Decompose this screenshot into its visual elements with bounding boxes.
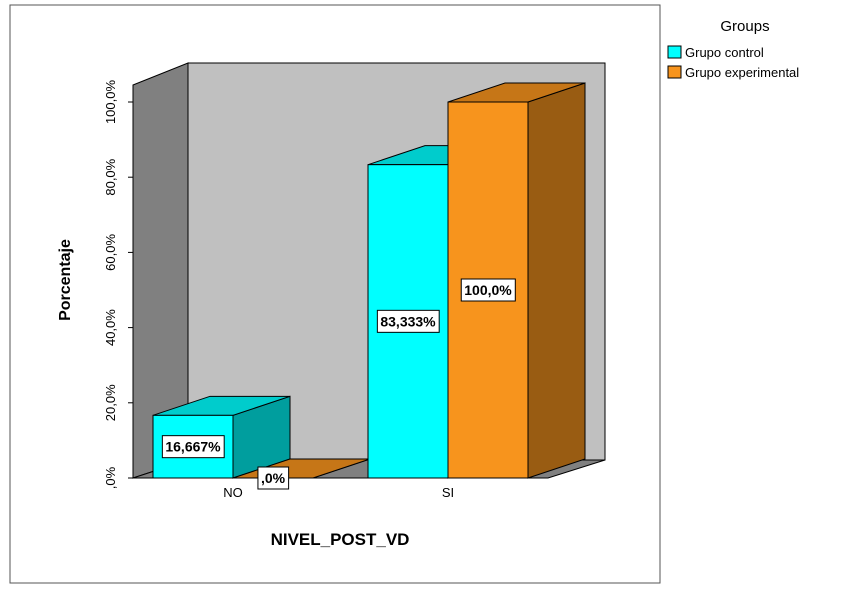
legend-label: Grupo control	[685, 45, 764, 60]
value-label: ,0%	[261, 470, 286, 486]
y-tick-label: 40,0%	[103, 309, 118, 346]
legend-label: Grupo experimental	[685, 65, 799, 80]
bar-side	[527, 82, 586, 479]
y-axis-title: Porcentaje	[57, 239, 74, 321]
value-label-box	[460, 278, 516, 302]
legend-swatch	[667, 65, 682, 79]
y-tick-label: 80,0%	[103, 158, 118, 195]
y-tick-label: 100,0%	[103, 80, 118, 125]
value-label-box	[257, 466, 290, 490]
legend-title: Groups	[720, 18, 769, 35]
value-label-box	[161, 435, 225, 459]
y-tick-label: 20,0%	[103, 384, 118, 421]
y-tick-label: 60,0%	[103, 234, 118, 271]
value-label: 100,0%	[464, 282, 512, 298]
legend-swatch	[667, 45, 682, 59]
y-tick-label: ,0%	[103, 466, 118, 489]
value-label: 16,667%	[165, 439, 221, 455]
value-label-box	[376, 309, 440, 333]
value-label: 83,333%	[380, 313, 436, 329]
x-tick-label: NO	[223, 485, 243, 500]
x-axis-title: NIVEL_POST_VD	[271, 530, 410, 549]
x-tick-label: SI	[442, 485, 454, 500]
